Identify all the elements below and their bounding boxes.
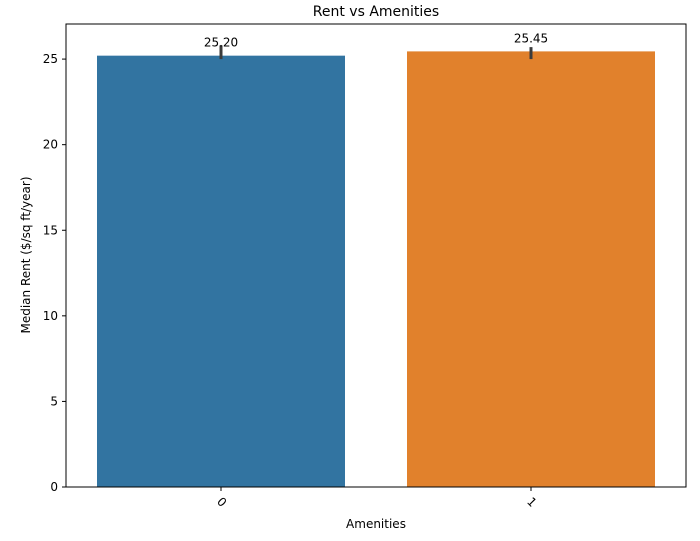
y-tick-label-0: 0 <box>50 480 58 494</box>
y-tick-label-20: 20 <box>43 138 58 152</box>
chart-title: Rent vs Amenities <box>313 4 439 20</box>
value-labels-group: 25.20 25.45 <box>204 31 548 49</box>
plot-frame <box>65 23 687 488</box>
bar-1 <box>407 51 655 487</box>
bar-0 <box>97 55 345 487</box>
y-axis-ticks: 0 5 10 15 20 25 <box>43 52 66 494</box>
error-bars-group <box>219 45 533 60</box>
value-label-0: 25.20 <box>204 36 238 50</box>
bars-group <box>97 51 655 487</box>
y-tick-label-10: 10 <box>43 309 58 323</box>
value-label-1: 25.45 <box>514 31 548 45</box>
y-axis-label: Median Rent ($/sq ft/year) <box>19 176 33 333</box>
x-axis-label: Amenities <box>346 517 406 531</box>
y-tick-label-5: 5 <box>50 394 58 408</box>
x-tick-label-0: 0 <box>214 495 229 510</box>
y-tick-label-15: 15 <box>43 223 58 237</box>
y-tick-label-25: 25 <box>43 52 58 66</box>
x-tick-label-1: 1 <box>524 495 539 510</box>
